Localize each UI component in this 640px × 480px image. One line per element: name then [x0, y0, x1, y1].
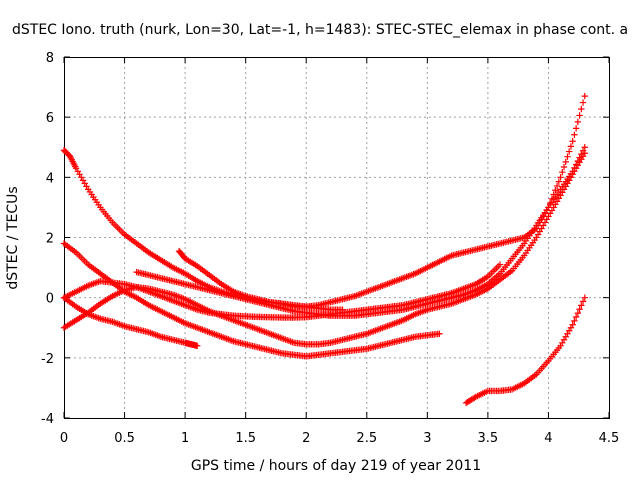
x-tick-label: 4: [544, 431, 552, 446]
data-point: [581, 144, 588, 151]
data-point: [496, 261, 504, 268]
grid: [63, 56, 610, 419]
data-point-dense: [579, 147, 587, 154]
y-tick-label: 2: [46, 232, 54, 247]
data-point-dense: [571, 317, 578, 325]
data-point-dense: [578, 150, 585, 158]
y-tick-label: 4: [46, 171, 54, 186]
series-8: [462, 294, 588, 407]
chart-title: dSTEC Iono. truth (nurk, Lon=30, Lat=-1,…: [12, 22, 628, 38]
data-point: [581, 92, 588, 100]
y-axis-label: dSTEC / TECUs: [5, 186, 21, 289]
data-point-dense: [579, 298, 587, 305]
data-point-dense: [567, 143, 575, 150]
data-point: [569, 138, 576, 145]
data-point-dense: [576, 306, 583, 313]
data-point-dense: [574, 157, 582, 165]
data-point-dense: [546, 199, 554, 207]
data-point-dense: [564, 153, 571, 160]
x-tick-label: 2: [302, 431, 310, 446]
data-point-dense: [548, 195, 556, 203]
data-point: [194, 342, 201, 349]
data-point-dense: [571, 164, 578, 172]
data-point-dense: [574, 309, 582, 317]
data-points: [60, 92, 588, 407]
y-tick-label: -2: [41, 352, 54, 367]
x-tick-label: 0: [60, 431, 68, 446]
x-tick-label: 3: [423, 431, 431, 446]
series-7: [175, 92, 588, 310]
x-tick-label: 2.5: [356, 431, 377, 446]
plot-frame: [64, 57, 610, 419]
y-tick-label: -4: [41, 412, 54, 427]
series-5: [60, 261, 504, 321]
data-point: [436, 330, 443, 337]
data-point: [557, 174, 564, 181]
data-point-dense: [553, 182, 561, 190]
data-point-dense: [572, 161, 580, 168]
data-point: [569, 321, 576, 328]
y-tick-label: 6: [46, 111, 54, 126]
data-point: [581, 294, 588, 301]
x-axis-label: GPS time / hours of day 219 of year 2011: [191, 458, 481, 474]
data-point-dense: [566, 148, 573, 155]
x-tick-label: 1: [181, 431, 189, 446]
data-point-dense: [572, 313, 580, 321]
data-point: [545, 204, 552, 211]
data-point-dense: [572, 125, 580, 132]
x-tick-label: 3.5: [478, 431, 499, 446]
data-point-dense: [550, 191, 557, 198]
series-3: [60, 294, 201, 349]
tick-labels: 0 0.5 1 1.5 2 2.5 3 3.5 4 4.5 -4 -2 0 2 4 6 8: [41, 51, 619, 446]
data-point-dense: [555, 178, 563, 185]
data-point-dense: [578, 302, 585, 309]
x-tick-label: 0.5: [114, 431, 135, 446]
data-point-dense: [559, 168, 566, 176]
data-point: [569, 168, 576, 175]
x-tick-label: 4.5: [599, 431, 620, 446]
x-tick-label: 1.5: [235, 431, 256, 446]
y-tick-label: 0: [46, 292, 54, 307]
data-point-dense: [574, 118, 582, 126]
y-tick-label: 8: [46, 51, 54, 66]
data-point-dense: [552, 187, 559, 194]
data-point-dense: [579, 99, 587, 106]
data-point-dense: [560, 163, 568, 171]
data-point-dense: [571, 131, 578, 138]
data-point-dense: [576, 112, 583, 119]
data-point-dense: [578, 105, 585, 113]
data-point-dense: [576, 154, 583, 161]
data-point-dense: [562, 158, 569, 166]
